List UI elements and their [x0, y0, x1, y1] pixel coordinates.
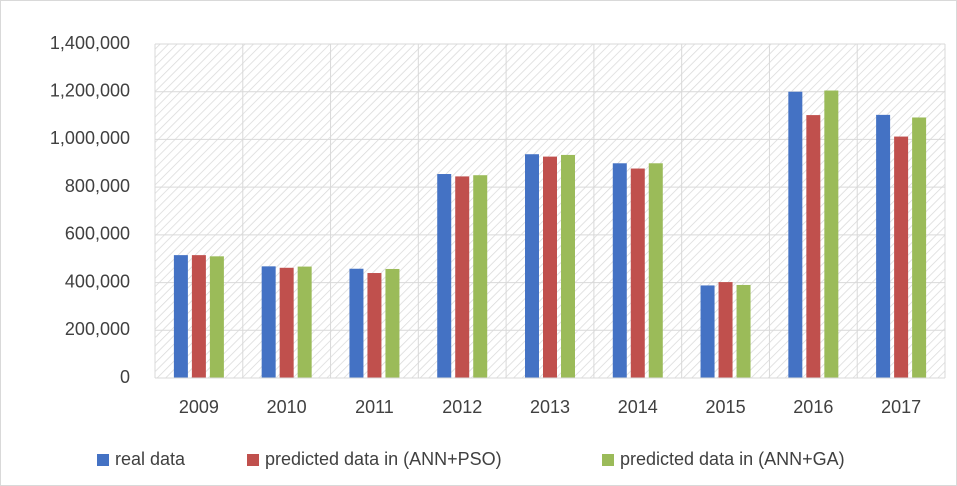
bar [297, 266, 312, 378]
bar [173, 255, 188, 378]
y-tick-label: 1,400,000 [50, 33, 130, 53]
bar [473, 175, 488, 378]
bar [612, 163, 627, 378]
legend-swatch [247, 454, 259, 466]
bar [349, 268, 364, 378]
bar [279, 267, 294, 378]
legend-label: predicted data in (ANN+GA) [620, 449, 845, 469]
x-tick-label: 2013 [530, 397, 570, 417]
y-tick-label: 200,000 [65, 319, 130, 339]
bar [209, 256, 224, 378]
legend-label: real data [115, 449, 186, 469]
x-tick-label: 2016 [793, 397, 833, 417]
bar [824, 90, 839, 379]
y-tick-label: 600,000 [65, 224, 130, 244]
bar [261, 266, 276, 378]
y-tick-label: 800,000 [65, 176, 130, 196]
bar [718, 282, 733, 378]
bar [700, 285, 715, 378]
bar [648, 163, 663, 378]
bar [561, 154, 575, 378]
x-tick-label: 2010 [267, 397, 307, 417]
bar [806, 115, 821, 378]
x-tick-label: 2009 [179, 397, 219, 417]
x-tick-label: 2014 [618, 397, 658, 417]
x-tick-label: 2011 [355, 397, 394, 417]
legend-swatch [97, 454, 109, 466]
bar [876, 114, 891, 378]
bar [191, 255, 206, 378]
bar [385, 268, 400, 378]
y-tick-label: 0 [120, 367, 130, 387]
bar [894, 136, 909, 378]
bar [525, 154, 539, 378]
bar [543, 156, 557, 378]
x-tick-label: 2017 [881, 397, 921, 417]
y-tick-label: 400,000 [65, 271, 130, 291]
legend-swatch [602, 454, 614, 466]
x-tick-label: 2012 [442, 397, 482, 417]
bar [630, 168, 645, 378]
y-tick-label: 1,200,000 [50, 80, 130, 100]
bar [736, 284, 751, 378]
bar [437, 174, 452, 378]
bar [367, 273, 382, 378]
y-tick-label: 1,000,000 [50, 128, 130, 148]
bar [455, 176, 470, 378]
x-tick-label: 2015 [706, 397, 746, 417]
legend-label: predicted data in (ANN+PSO) [265, 449, 502, 469]
bar [788, 91, 803, 378]
bar [912, 117, 927, 378]
